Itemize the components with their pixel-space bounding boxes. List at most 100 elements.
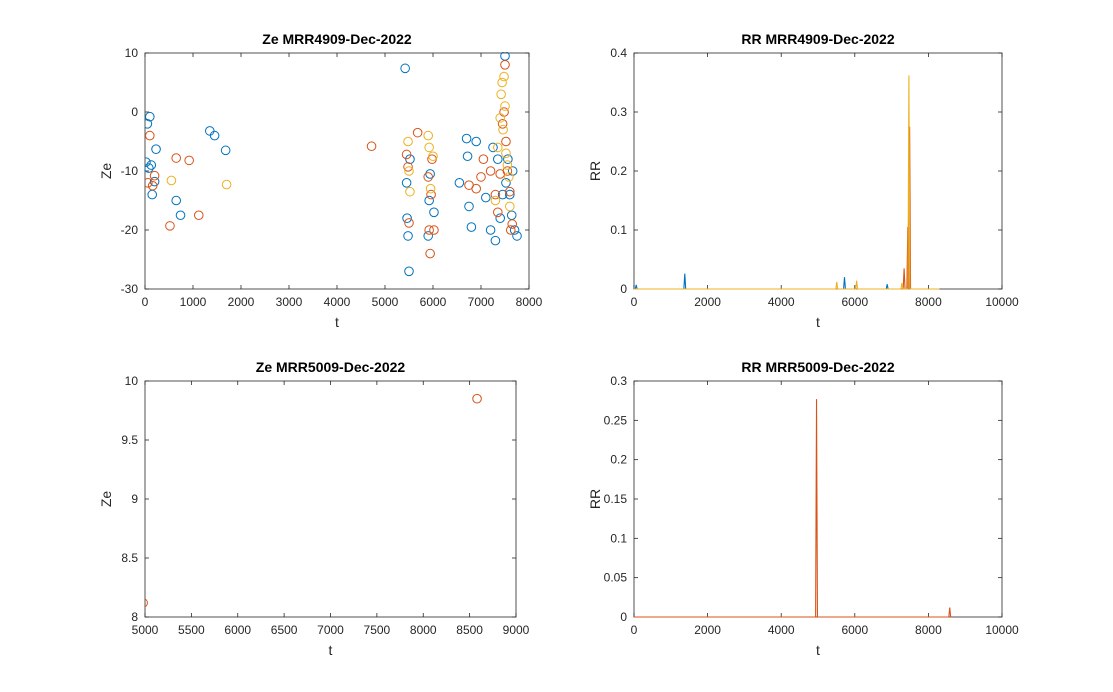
chart-4-title: RR MRR5009-Dec-2022	[741, 359, 895, 375]
chart-2-x-tick-label: 10000	[985, 295, 1019, 309]
chart-1-series-2-point	[485, 166, 496, 176]
chart-1-series-2-point	[423, 172, 434, 182]
chart-2-y-tick-label: 0.2	[610, 164, 627, 178]
chart-4-x-tick-label: 8000	[915, 623, 942, 637]
chart-1-series-1-point	[464, 201, 474, 212]
chart-3-y-tick-label: 8	[131, 610, 138, 624]
chart-2-y-tick-label: 0.3	[610, 105, 627, 119]
chart-1-series-1-point	[146, 160, 157, 170]
chart-1-series-3-point	[496, 89, 506, 100]
chart-3-y-tick-label: 10	[125, 374, 139, 388]
chart-1-y-axis-label: Ze	[98, 163, 114, 180]
chart-1-series-1-point	[461, 133, 472, 144]
chart-4-axes-frame	[633, 380, 1003, 618]
chart-1-series-1-point	[423, 231, 434, 241]
chart-3-y-tick-label: 9.5	[121, 433, 138, 447]
chart-3-x-tick-label: 7000	[317, 623, 344, 637]
chart-1-series-3-point	[500, 101, 510, 111]
chart-1-series-1-point	[145, 157, 151, 167]
chart-1: Ze MRR4909-Dec-2022 t Ze 0 1000 2000 3000 4000 5…	[98, 31, 543, 330]
chart-1-series-3-point	[493, 142, 503, 153]
chart-1-series-3-point	[497, 77, 507, 88]
chart-1-series-1-point	[490, 235, 501, 246]
chart-3-x-tick-label: 7500	[364, 623, 391, 637]
chart-4-y-tick-label: 0.05	[604, 571, 628, 585]
chart-1-series-1-point	[425, 169, 435, 179]
chart-2-series-3-line	[634, 75, 940, 290]
chart-1-series-2-point	[147, 180, 158, 191]
chart-4-y-tick-label: 0.2	[610, 453, 627, 467]
chart-4-x-tick-label: 6000	[841, 623, 868, 637]
chart-1-series-2-point	[478, 154, 489, 164]
chart-1-x-tick-label: 3000	[276, 295, 303, 309]
chart-1-series-1-point	[501, 178, 511, 188]
chart-1-series-1-point	[471, 136, 482, 147]
chart-1-series-3-point	[425, 183, 436, 194]
chart-1-series-3-point	[499, 71, 509, 82]
chart-4-y-axis-label: RR	[587, 489, 603, 509]
chart-1-series-1-point	[509, 225, 520, 235]
chart-1-series-1-point	[403, 231, 413, 241]
chart-2-y-tick-label: 0.4	[610, 46, 627, 60]
chart-3-axes-frame	[144, 380, 517, 618]
chart-4-x-tick-label: 10000	[985, 623, 1019, 637]
chart-1-series-3-point	[505, 201, 515, 212]
chart-3-series-1-point	[145, 598, 148, 608]
chart-1-series-2-point	[193, 210, 204, 221]
chart-1-x-axis-label: t	[335, 314, 339, 330]
chart-1-series-1-point	[401, 178, 412, 188]
chart-1-series-1-point	[466, 222, 477, 232]
chart-1-series-1-point	[209, 130, 220, 141]
chart-1-series-2-point	[500, 60, 510, 70]
chart-1-series-1-point	[145, 111, 155, 122]
chart-1-series-2-point	[412, 127, 423, 138]
chart-1-series-1-point	[400, 63, 410, 74]
chart-1-series-2-point	[429, 225, 439, 235]
chart-1-y-tick-label: -10	[121, 164, 139, 178]
chart-2: RR MRR4909-Dec-2022 t RR 0 2000 4000 6000 8000 1…	[587, 31, 1019, 330]
chart-4-y-tick-label: 0	[620, 610, 627, 624]
chart-2-y-axis-label: RR	[587, 161, 603, 181]
chart-3-plot-area	[145, 393, 482, 608]
chart-1-series-2-point	[403, 162, 413, 172]
chart-1-series-1-point	[454, 178, 465, 188]
chart-3: Ze MRR5009-Dec-2022 t Ze 5000 5500 6000 6500 70…	[98, 359, 530, 658]
chart-1-y-tick-label: 10	[125, 46, 139, 60]
chart-1-series-3-point	[490, 195, 501, 206]
chart-1-series-3-point	[502, 160, 513, 170]
chart-1-series-3-point	[423, 130, 434, 141]
chart-2-series-2-line	[634, 126, 940, 290]
chart-1-series-2-point	[476, 172, 486, 182]
chart-1-series-2-point	[171, 153, 181, 163]
chart-1-x-tick-label: 6000	[420, 295, 447, 309]
chart-1-series-3-point	[495, 113, 506, 123]
chart-4-y-tick-label: 0.3	[610, 374, 627, 388]
chart-2-axes-frame	[633, 52, 1003, 290]
chart-1-title: Ze MRR4909-Dec-2022	[262, 31, 412, 47]
chart-1-series-2-point	[366, 141, 377, 152]
chart-1-series-1-point	[402, 213, 412, 223]
chart-1-y-tick-label: -20	[121, 223, 139, 237]
chart-1-series-3-point	[498, 124, 508, 135]
chart-1-series-1-point	[151, 144, 161, 154]
chart-4-x-axis-label: t	[816, 642, 820, 658]
chart-1-axes-frame	[144, 52, 530, 290]
chart-3-x-tick-label: 8500	[456, 623, 483, 637]
chart-2-title: RR MRR4909-Dec-2022	[741, 31, 895, 47]
chart-1-x-tick-label: 7000	[468, 295, 495, 309]
chart-1-x-tick-label: 1000	[180, 295, 207, 309]
chart-1-series-3-point	[404, 166, 414, 176]
chart-2-x-tick-label: 2000	[694, 295, 721, 309]
chart-1-x-tick-label: 0	[142, 295, 149, 309]
chart-1-series-1-point	[220, 145, 231, 156]
chart-1-series-3-point	[403, 136, 413, 147]
chart-3-x-tick-label: 8000	[410, 623, 437, 637]
chart-3-y-axis-label: Ze	[98, 491, 114, 508]
chart-2-x-tick-label: 0	[631, 295, 638, 309]
chart-3-y-tick-label: 8.5	[121, 551, 138, 565]
chart-1-series-3-point	[504, 172, 514, 182]
chart-1-series-1-point	[404, 266, 414, 277]
chart-3-series-1-point	[472, 393, 482, 404]
chart-1-series-2-point	[425, 248, 435, 259]
